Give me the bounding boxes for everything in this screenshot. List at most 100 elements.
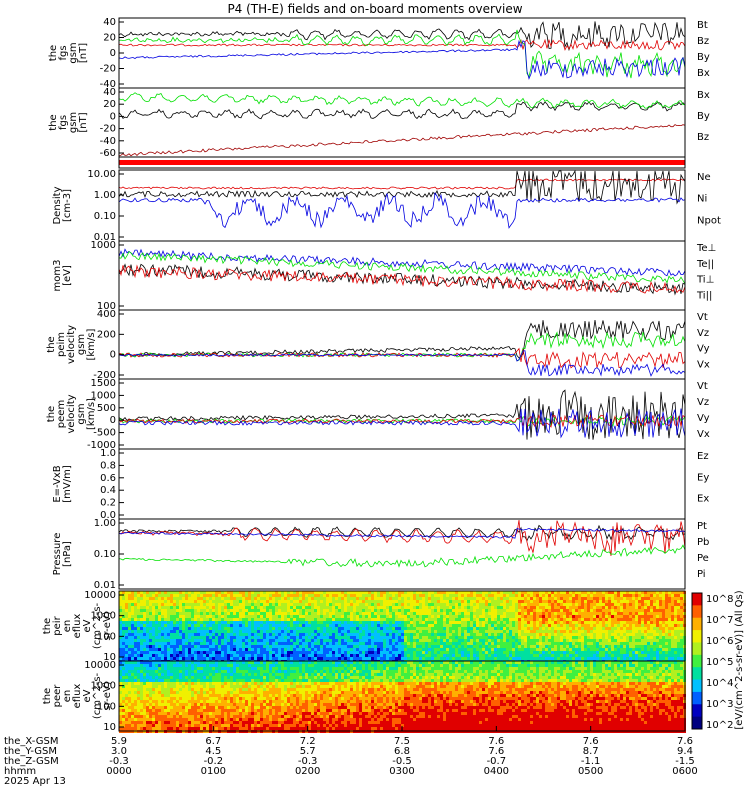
spec-cell: [230, 606, 233, 609]
spec-cell: [560, 633, 563, 636]
spec-cell: [551, 627, 554, 630]
spec-cell: [620, 606, 623, 609]
spec-cell: [263, 624, 266, 627]
spec-cell: [308, 618, 311, 621]
spec-cell: [410, 597, 413, 600]
spec-cell: [575, 654, 578, 657]
spec-cell: [161, 594, 164, 597]
spec-cell: [674, 651, 677, 654]
spec-cell: [602, 630, 605, 633]
spec-cell: [230, 654, 233, 657]
spec-cell: [149, 709, 152, 712]
series-line: [118, 264, 686, 294]
spec-cell: [170, 591, 173, 594]
spec-cell: [218, 600, 221, 603]
spec-cell: [509, 657, 512, 660]
spec-cell: [533, 636, 536, 639]
spec-cell: [608, 651, 611, 654]
spec-cell: [593, 642, 596, 645]
spec-cell: [128, 670, 131, 673]
spec-cell: [362, 630, 365, 633]
spec-cell: [476, 651, 479, 654]
spec-cell: [398, 603, 401, 606]
spec-cell: [293, 645, 296, 648]
spec-cell: [479, 597, 482, 600]
spec-cell: [611, 612, 614, 615]
spec-cell: [272, 603, 275, 606]
spec-cell: [317, 630, 320, 633]
spec-cell: [644, 615, 647, 618]
spec-cell: [320, 639, 323, 642]
spec-cell: [284, 630, 287, 633]
spec-cell: [647, 630, 650, 633]
spec-cell: [515, 636, 518, 639]
spec-cell: [509, 612, 512, 615]
spec-cell: [146, 603, 149, 606]
spec-cell: [656, 645, 659, 648]
spec-cell: [122, 694, 125, 697]
spec-cell: [644, 636, 647, 639]
spec-cell: [338, 651, 341, 654]
spec-cell: [386, 648, 389, 651]
spec-cell: [521, 648, 524, 651]
spec-cell: [512, 636, 515, 639]
spec-cell: [620, 594, 623, 597]
spec-cell: [284, 612, 287, 615]
spec-cell: [320, 597, 323, 600]
spec-cell: [530, 621, 533, 624]
spec-cell: [236, 600, 239, 603]
spec-cell: [488, 609, 491, 612]
spec-cell: [539, 642, 542, 645]
spec-cell: [521, 612, 524, 615]
spec-cell: [305, 594, 308, 597]
spec-cell: [206, 606, 209, 609]
spec-cell: [581, 648, 584, 651]
spec-cell: [257, 600, 260, 603]
spec-cell: [332, 642, 335, 645]
spec-cell: [518, 639, 521, 642]
spec-cell: [374, 615, 377, 618]
spec-cell: [644, 624, 647, 627]
spec-cell: [650, 657, 653, 660]
spec-cell: [581, 597, 584, 600]
spec-cell: [557, 624, 560, 627]
spec-cell: [626, 618, 629, 621]
spec-cell: [197, 615, 200, 618]
spec-cell: [323, 642, 326, 645]
spec-cell: [413, 627, 416, 630]
spec-cell: [311, 654, 314, 657]
spec-cell: [581, 633, 584, 636]
legend-label: Ez: [697, 451, 709, 462]
spec-cell: [437, 627, 440, 630]
y-tick-label: 0.01: [94, 580, 116, 591]
spec-cell: [335, 618, 338, 621]
spec-cell: [245, 606, 248, 609]
spec-cell: [215, 645, 218, 648]
spec-cell: [275, 615, 278, 618]
spec-cell: [524, 642, 527, 645]
spec-cell: [122, 606, 125, 609]
spec-cell: [128, 664, 131, 667]
spec-cell: [176, 645, 179, 648]
spec-cell: [383, 651, 386, 654]
spec-cell: [194, 639, 197, 642]
spec-cell: [128, 688, 131, 691]
y-axis-label: fgs: [58, 45, 69, 60]
spec-cell: [134, 721, 137, 724]
spec-cell: [497, 597, 500, 600]
spec-cell: [215, 603, 218, 606]
spec-cell: [593, 639, 596, 642]
spec-cell: [620, 615, 623, 618]
spec-cell: [143, 718, 146, 721]
spec-cell: [560, 621, 563, 624]
spec-cell: [290, 627, 293, 630]
spec-cell: [143, 639, 146, 642]
spec-cell: [314, 642, 317, 645]
spec-cell: [491, 645, 494, 648]
spec-cell: [401, 633, 404, 636]
spec-cell: [452, 600, 455, 603]
spec-cell: [380, 654, 383, 657]
spec-cell: [164, 642, 167, 645]
spec-cell: [158, 636, 161, 639]
spec-cell: [446, 594, 449, 597]
